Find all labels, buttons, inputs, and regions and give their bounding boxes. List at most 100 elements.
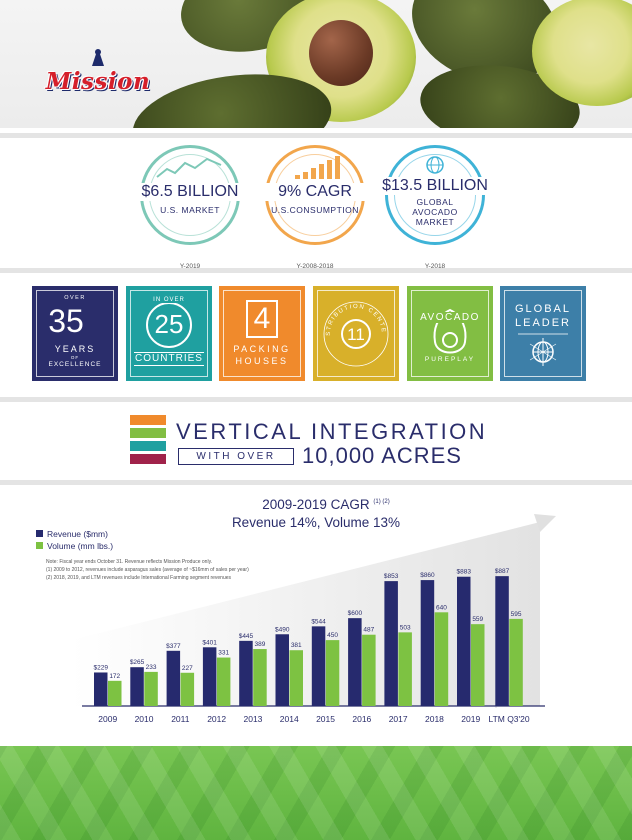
revenue-bar	[495, 576, 509, 706]
legend-volume: Volume (mm lbs.)	[36, 541, 113, 551]
chart-title: 2009-2019 CAGR (1) (2)	[216, 497, 436, 512]
revenue-bar	[202, 647, 217, 706]
stat-main-value: $6.5 BILLION	[122, 183, 258, 201]
volume-data-label: 503	[400, 624, 411, 631]
revenue-bar	[420, 580, 435, 706]
tile-countries: IN OVER 25 COUNTRIES	[126, 286, 212, 381]
stat-subtitle: U.S. MARKET	[160, 205, 220, 215]
revenue-bar	[239, 640, 253, 706]
revenue-data-label: $600	[348, 610, 363, 617]
volume-bar	[180, 672, 195, 706]
x-tick-label: LTM Q3'20	[488, 714, 529, 724]
stat-us-market: $6.5 BILLION U.S. MARKET Y-2019	[122, 145, 258, 275]
volume-bar	[398, 632, 412, 706]
integration-bar-teal	[130, 441, 166, 451]
volume-data-label: 389	[255, 641, 266, 648]
chart-note: (2) 2018, 2019, and LTM revenues include…	[46, 575, 232, 581]
section-divider	[0, 397, 632, 402]
integration-acres: 10,000 ACRES	[302, 443, 462, 468]
volume-bar	[471, 624, 485, 706]
tile-distribution: DISTRIBUTION CENTERS 11	[313, 286, 399, 381]
x-tick-label: 2009	[98, 714, 117, 724]
number-box	[246, 300, 278, 338]
growth-arrow-head	[534, 514, 556, 532]
x-tick-label: 2010	[135, 714, 154, 724]
tile-of: OF	[70, 355, 80, 360]
revenue-data-label: $229	[94, 664, 109, 671]
revenue-data-label: $853	[384, 573, 399, 580]
legend-swatch	[36, 530, 43, 537]
revenue-bar	[130, 667, 144, 706]
tile-bottom-text: EXCELLENCE	[48, 361, 102, 368]
stat-ring	[385, 145, 485, 245]
volume-data-label: 450	[327, 632, 338, 639]
tile-frame	[504, 290, 582, 377]
logo-wordmark: Mission	[45, 68, 151, 95]
volume-bar	[144, 671, 158, 706]
number-ring	[146, 302, 192, 348]
chart-note: (1) 2009 to 2012, revenues include aspar…	[46, 567, 249, 573]
revenue-data-label: $887	[495, 568, 510, 575]
chart-note: Note: Fiscal year ends October 31. Reven…	[46, 559, 213, 565]
tile-frame	[130, 290, 208, 377]
hero-banner: Mission	[0, 0, 632, 128]
tile-years: OVER 35 YEARS OF EXCELLENCE	[32, 286, 118, 381]
chart-title-text: 2009-2019 CAGR	[262, 497, 370, 512]
revenue-bar	[348, 618, 362, 706]
legend-label: Volume (mm lbs.)	[47, 541, 114, 551]
tile-packing: 4 PACKING HOUSES	[219, 286, 305, 381]
revenue-data-label: $860	[420, 572, 435, 579]
revenue-data-label: $377	[166, 643, 181, 650]
volume-data-label: 233	[146, 664, 157, 671]
x-tick-label: 2011	[171, 714, 190, 724]
tile-frame	[223, 290, 301, 377]
tile-frame	[36, 290, 114, 377]
x-tick-label: 2017	[389, 714, 408, 724]
distribution-seal-icon: DISTRIBUTION CENTERS 11	[313, 286, 389, 367]
footer-banner	[0, 746, 632, 840]
tile-pureplay: AVOCADO PUREPLAY	[407, 286, 493, 381]
tile-line1: GLOBAL	[514, 303, 572, 315]
chart-title-footnote: (1) (2)	[373, 499, 390, 505]
section-divider	[0, 268, 632, 273]
volume-bar	[434, 612, 449, 706]
stat-year: Y-2008-2018	[296, 263, 334, 270]
tile-number: 11	[347, 325, 365, 344]
mission-bell-icon	[92, 49, 104, 66]
legend-revenue: Revenue ($mm)	[36, 529, 108, 539]
volume-data-label: 172	[109, 673, 120, 680]
tile-global-leader: GLOBAL LEADER	[500, 286, 586, 381]
integration-with-over: WITH OVER	[178, 448, 294, 465]
stat-subtitle-line: GLOBAL	[416, 197, 454, 207]
x-tick-label: 2016	[352, 714, 371, 724]
revenue-bar	[311, 626, 326, 706]
volume-bar	[253, 649, 267, 706]
stat-year: Y-2018	[424, 263, 446, 270]
volume-bar	[509, 618, 523, 706]
stat-subtitle-line: MARKET	[415, 217, 455, 227]
revenue-bar	[94, 672, 108, 706]
tile-word: YEARS	[54, 344, 96, 354]
stat-subtitle: U.S.CONSUMPTION	[271, 205, 359, 215]
x-tick-label: 2018	[425, 714, 444, 724]
chart-subtitle: Revenue 14%, Volume 13%	[231, 515, 401, 530]
integration-bar-maroon	[130, 454, 166, 464]
revenue-bar	[457, 576, 471, 706]
volume-data-label: 227	[182, 665, 193, 672]
x-tick-label: 2019	[461, 714, 480, 724]
avocado-pit	[309, 20, 373, 86]
globe-icon	[426, 156, 444, 174]
volume-bar	[325, 640, 340, 706]
x-tick-label: 2014	[280, 714, 299, 724]
legend-label: Revenue ($mm)	[47, 529, 108, 539]
revenue-data-label: $490	[275, 626, 290, 633]
tile-frame	[317, 290, 395, 377]
tile-number: 35	[48, 303, 84, 339]
tile-number: 25	[154, 309, 184, 339]
tile-frame	[411, 290, 489, 377]
avocado-half-right	[532, 0, 632, 106]
integration-title: VERTICAL INTEGRATION	[176, 419, 488, 444]
volume-bar	[216, 657, 231, 706]
volume-data-label: 640	[436, 604, 447, 611]
stat-main-value: 9% CAGR	[247, 183, 383, 201]
